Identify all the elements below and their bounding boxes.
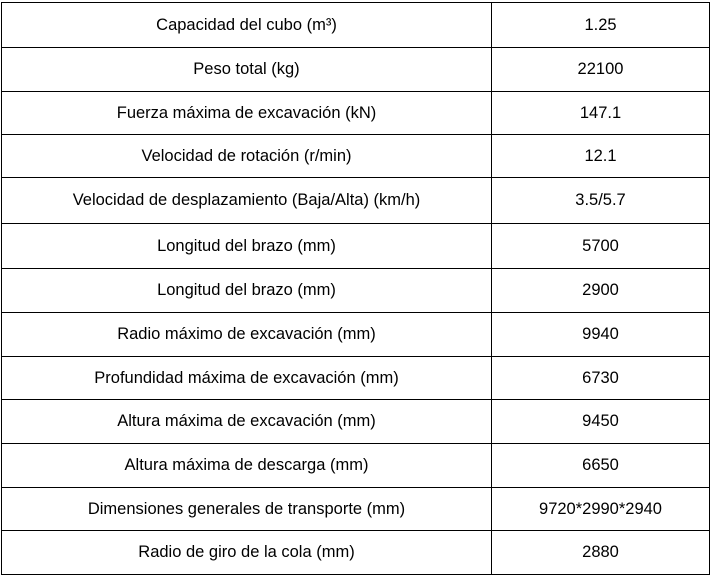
table-row: Velocidad de rotación (r/min) 12.1 <box>1 134 710 178</box>
spec-label: Radio máximo de excavación (mm) <box>1 312 492 357</box>
spec-label: Longitud del brazo (mm) <box>1 223 492 269</box>
spec-value: 6650 <box>491 443 710 488</box>
spec-label: Dimensiones generales de transporte (mm) <box>1 487 492 531</box>
spec-label: Fuerza máxima de excavación (kN) <box>1 91 492 135</box>
spec-value: 2900 <box>491 268 710 313</box>
spec-label: Profundidad máxima de excavación (mm) <box>1 356 492 400</box>
spec-label: Velocidad de desplazamiento (Baja/Alta) … <box>1 177 492 224</box>
spec-value: 12.1 <box>491 134 710 178</box>
spec-value: 9450 <box>491 399 710 444</box>
table-row: Longitud del brazo (mm) 5700 <box>1 223 710 269</box>
table-row: Radio máximo de excavación (mm) 9940 <box>1 312 710 357</box>
table-row: Altura máxima de excavación (mm) 9450 <box>1 399 710 444</box>
spec-label: Velocidad de rotación (r/min) <box>1 134 492 178</box>
table-row: Altura máxima de descarga (mm) 6650 <box>1 443 710 488</box>
spec-label: Capacidad del cubo (m³) <box>1 2 492 48</box>
table-row: Fuerza máxima de excavación (kN) 147.1 <box>1 91 710 135</box>
table-row: Peso total (kg) 22100 <box>1 47 710 92</box>
spec-value: 5700 <box>491 223 710 269</box>
spec-value: 9940 <box>491 312 710 357</box>
spec-value: 2880 <box>491 530 710 575</box>
spec-value: 6730 <box>491 356 710 400</box>
spec-label: Longitud del brazo (mm) <box>1 268 492 313</box>
spec-label: Altura máxima de descarga (mm) <box>1 443 492 488</box>
table-row: Velocidad de desplazamiento (Baja/Alta) … <box>1 177 710 224</box>
table-row: Radio de giro de la cola (mm) 2880 <box>1 530 710 575</box>
spec-label: Radio de giro de la cola (mm) <box>1 530 492 575</box>
table-row: Capacidad del cubo (m³) 1.25 <box>1 2 710 48</box>
spec-value: 1.25 <box>491 2 710 48</box>
table-row: Longitud del brazo (mm) 2900 <box>1 268 710 313</box>
spec-label: Peso total (kg) <box>1 47 492 92</box>
spec-value: 22100 <box>491 47 710 92</box>
table-row: Profundidad máxima de excavación (mm) 673… <box>1 356 710 400</box>
spec-value: 147.1 <box>491 91 710 135</box>
spec-label: Altura máxima de excavación (mm) <box>1 399 492 444</box>
table-row: Dimensiones generales de transporte (mm)… <box>1 487 710 531</box>
spec-value: 3.5/5.7 <box>491 177 710 224</box>
spec-value: 9720*2990*2940 <box>491 487 710 531</box>
